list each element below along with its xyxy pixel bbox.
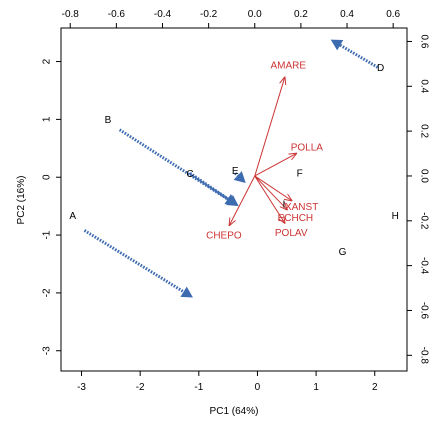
- top-tick-label: -0.8: [62, 9, 80, 20]
- right-tick-label: -0.2: [418, 212, 429, 230]
- plot-frame: [60, 27, 408, 372]
- x-tick-label: -3: [77, 382, 86, 393]
- sample-arrow-head: [233, 171, 246, 184]
- sample-arrow-head: [330, 39, 344, 51]
- sample-point-label: A: [69, 211, 76, 222]
- loading-vector: [254, 175, 287, 210]
- top-tick-label: 0.4: [340, 9, 354, 20]
- right-tick-label: 0.6: [418, 34, 429, 48]
- loading-vector: [254, 77, 285, 177]
- sample-point-label: D: [377, 63, 384, 74]
- sample-point-label: B: [105, 115, 112, 126]
- sample-arrow-shaft: [118, 128, 229, 201]
- x-tick-label: 1: [313, 382, 319, 393]
- right-axis: -0.8 -0.6 -0.4 -0.2 0.0 0.2 0.4 0.6: [407, 34, 429, 364]
- x-tick-label: 0: [255, 382, 261, 393]
- left-axis: -3 -2 -1 0 1 2: [42, 58, 61, 355]
- sample-point-label: C: [186, 169, 193, 180]
- sample-arrow-shaft: [83, 229, 185, 294]
- top-tick-label: 0.6: [386, 9, 400, 20]
- top-tick-label: 0.2: [294, 9, 308, 20]
- sample-point-label: H: [392, 211, 399, 222]
- y-tick-label: 0: [42, 174, 53, 180]
- loading-vector: [229, 175, 256, 225]
- right-tick-label: -0.8: [418, 347, 429, 365]
- loading-vector: [254, 154, 297, 177]
- top-axis: -0.8 -0.6 -0.4 -0.2 0.0 0.2 0.4 0.6: [62, 9, 401, 28]
- y-tick-label: -2: [42, 288, 53, 297]
- top-tick-label: -0.6: [108, 9, 126, 20]
- right-tick-label: 0.0: [418, 169, 429, 183]
- loading-label: POLLA: [291, 142, 324, 153]
- y-axis-label: PC2 (16%): [16, 176, 27, 225]
- sample-arrow-shaft: [189, 171, 231, 202]
- right-tick-label: 0.2: [418, 124, 429, 138]
- loading-vector: [254, 175, 285, 223]
- top-tick-label: 0.0: [248, 9, 262, 20]
- x-tick-label: -2: [136, 382, 145, 393]
- y-tick-label: 1: [42, 116, 53, 122]
- right-tick-label: -0.6: [418, 302, 429, 320]
- sample-arrow-head: [180, 286, 193, 298]
- right-tick-label: -0.4: [418, 257, 429, 275]
- sample-point-label: E: [232, 166, 239, 177]
- loading-label: AMARE: [270, 60, 306, 71]
- sample-arrow-shaft: [339, 43, 379, 69]
- sample-point-label: G: [339, 247, 347, 258]
- loading-label: XANST: [285, 202, 318, 213]
- y-tick-label: -1: [42, 230, 53, 239]
- sample-point-label: F: [297, 168, 303, 179]
- right-tick-label: 0.4: [418, 79, 429, 93]
- x-axis-label: PC1 (64%): [210, 406, 259, 417]
- loading-label: POLAV: [275, 228, 308, 239]
- y-tick-label: 2: [42, 58, 53, 64]
- sample-points: A B C D E F G H I: [69, 63, 398, 258]
- sample-arrows: [83, 39, 379, 298]
- loading-label: ECHCH: [278, 213, 314, 224]
- sample-point-label: I: [282, 200, 285, 211]
- bottom-axis: -3 -2 -1 0 1 2: [77, 371, 378, 393]
- y-tick-label: -3: [42, 346, 53, 355]
- x-tick-label: 2: [372, 382, 378, 393]
- loading-vector: [254, 175, 292, 201]
- x-tick-label: -1: [194, 382, 203, 393]
- top-tick-label: -0.2: [200, 9, 218, 20]
- loading-label: CHEPO: [206, 231, 242, 242]
- sample-arrow-shaft: [234, 172, 239, 177]
- sample-arrow-head: [226, 195, 239, 207]
- top-tick-label: -0.4: [154, 9, 172, 20]
